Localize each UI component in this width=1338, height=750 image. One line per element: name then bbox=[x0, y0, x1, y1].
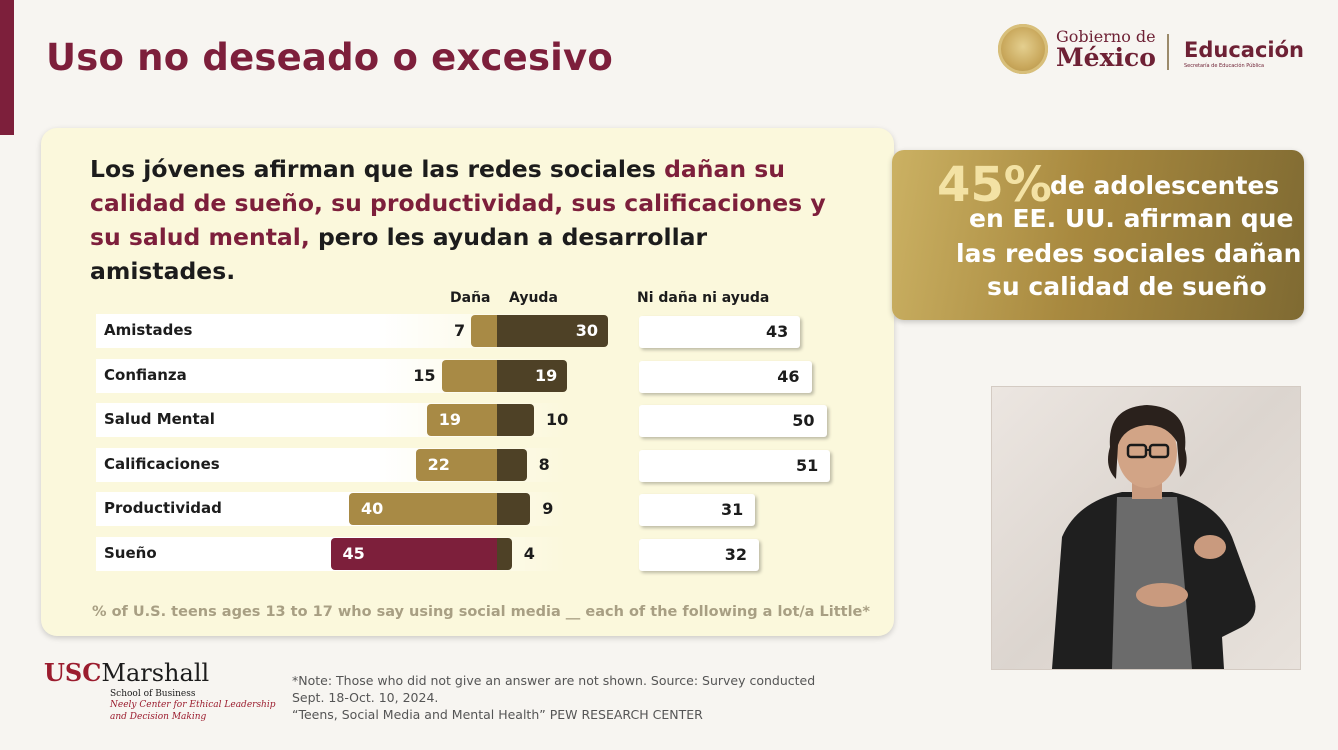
stat-box bbox=[892, 150, 1304, 320]
logo-divider bbox=[1167, 34, 1169, 70]
bar-neither bbox=[639, 405, 827, 438]
stat-percentage: 45% bbox=[937, 157, 1052, 213]
chart-headline: Los jóvenes afirman que las redes social… bbox=[90, 152, 860, 288]
marshall-wordmark: Marshall bbox=[101, 659, 210, 687]
source-note-line1: *Note: Those who did not give an answer … bbox=[292, 673, 816, 688]
left-accent-bar bbox=[0, 0, 14, 135]
value-label-neither: 43 bbox=[765, 322, 789, 341]
stat-line1: de adolescentes bbox=[1050, 171, 1280, 200]
value-label-dana: 19 bbox=[438, 410, 461, 430]
column-header-neither: Ni daña ni ayuda bbox=[637, 290, 770, 306]
educacion-logo: Educación Secretaría de Educación Públic… bbox=[1184, 38, 1304, 69]
category-label: Confianza bbox=[104, 365, 187, 384]
bar-dana bbox=[415, 448, 497, 481]
value-label-dana: 7 bbox=[453, 321, 466, 340]
gobierno-line2: México bbox=[1056, 42, 1156, 72]
value-label-dana: 22 bbox=[427, 454, 450, 474]
bar-dana bbox=[330, 538, 497, 570]
value-label-neither: 46 bbox=[777, 366, 800, 386]
bar-ayuda bbox=[497, 315, 608, 347]
category-label: Salud Mental bbox=[104, 410, 215, 429]
stat-line2: en EE. UU. afirman que bbox=[969, 204, 1294, 233]
value-label-ayuda: 30 bbox=[575, 321, 598, 340]
gobierno-mexico-logo: Gobierno de México bbox=[998, 24, 1156, 74]
source-note-line2: Sept. 18-Oct. 10, 2024. bbox=[292, 690, 439, 705]
value-label-ayuda: 9 bbox=[542, 499, 554, 519]
educacion-title: Educación bbox=[1184, 38, 1304, 62]
bar-neither bbox=[639, 316, 801, 348]
chart-footnote: % of U.S. teens ages 13 to 17 who say us… bbox=[92, 604, 870, 620]
value-label-ayuda: 10 bbox=[546, 410, 569, 430]
usc-marshall-logo: USCMarshall School of Business Neely Cen… bbox=[44, 661, 276, 723]
category-label: Productividad bbox=[104, 499, 222, 518]
bar-ayuda bbox=[497, 404, 534, 437]
value-label-neither: 51 bbox=[795, 455, 819, 475]
value-label-ayuda: 4 bbox=[523, 544, 535, 563]
bar-ayuda bbox=[497, 538, 512, 570]
category-label: Amistades bbox=[104, 321, 193, 339]
headline-part2: pero les ayudan a desarrollar amistades. bbox=[90, 223, 708, 285]
bar-neither bbox=[639, 494, 756, 527]
usc-school: School of Business bbox=[110, 689, 196, 699]
bar-neither bbox=[639, 539, 759, 571]
category-label: Sueño bbox=[104, 544, 157, 562]
usc-center-line2: and Decision Making bbox=[110, 712, 207, 722]
bar-ayuda bbox=[497, 359, 568, 392]
educacion-subtitle: Secretaría de Educación Pública bbox=[1184, 63, 1265, 69]
value-label-ayuda: 19 bbox=[535, 365, 558, 385]
bar-ayuda bbox=[497, 493, 531, 526]
bar-dana bbox=[426, 404, 497, 437]
value-label-dana: 45 bbox=[342, 544, 365, 563]
slide-title: Uso no deseado o excesivo bbox=[46, 36, 613, 79]
category-label: Calificaciones bbox=[104, 454, 220, 473]
national-seal-icon bbox=[998, 24, 1048, 74]
value-label-ayuda: 8 bbox=[538, 454, 550, 474]
column-header-dana: Daña bbox=[450, 290, 491, 306]
usc-wordmark: USC bbox=[44, 658, 102, 687]
bar-dana bbox=[471, 315, 497, 347]
bar-neither bbox=[639, 360, 812, 393]
value-label-dana: 40 bbox=[361, 499, 384, 519]
source-note: *Note: Those who did not give an answer … bbox=[292, 672, 872, 723]
bar-ayuda bbox=[497, 448, 527, 481]
headline-highlight: dañan su calidad de sueño, su productivi… bbox=[90, 155, 826, 251]
value-label-neither: 32 bbox=[724, 545, 747, 564]
sign-language-interpreter-video bbox=[991, 386, 1301, 670]
column-header-ayuda: Ayuda bbox=[509, 290, 558, 306]
bar-neither bbox=[639, 449, 831, 482]
value-label-neither: 50 bbox=[792, 411, 815, 431]
source-note-line3: “Teens, Social Media and Mental Health” … bbox=[292, 707, 703, 722]
headline-part1: Los jóvenes afirman que las redes social… bbox=[90, 155, 665, 183]
usc-center-line1: Neely Center for Ethical Leadership bbox=[110, 700, 276, 710]
value-label-neither: 31 bbox=[720, 500, 744, 520]
interpreter-figure bbox=[1052, 405, 1256, 669]
bar-dana bbox=[441, 359, 497, 392]
gobierno-line1: Gobierno de bbox=[1056, 26, 1156, 46]
stat-line4: su calidad de sueño bbox=[987, 272, 1267, 301]
value-label-dana: 15 bbox=[413, 365, 436, 385]
stat-line3: las redes sociales dañan bbox=[956, 239, 1302, 268]
bar-dana bbox=[349, 493, 497, 526]
